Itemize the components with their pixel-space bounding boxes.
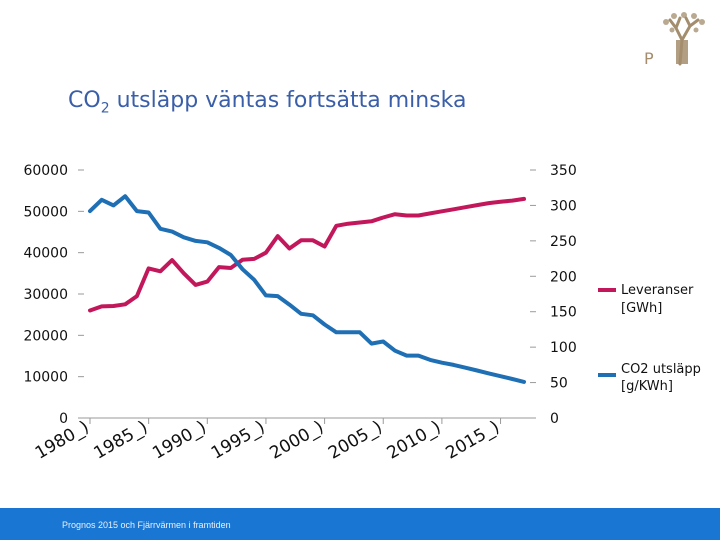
logo-letter: P <box>644 49 654 66</box>
x-axis-ticks: 1980_)1985_)1990_)1995_)2000_)2005_)2010… <box>32 417 503 464</box>
right-tick-label: 200 <box>550 269 577 285</box>
right-tick-label: 300 <box>550 198 577 214</box>
legend: Leveranser [GWh] CO2 utsläpp [g/KWh] <box>598 283 701 394</box>
x-tick-label: 2010_) <box>384 417 445 464</box>
series-line-leveranser <box>88 196 526 313</box>
series-line-co2 <box>88 194 526 384</box>
x-tick-label: 2005_) <box>325 417 386 464</box>
title-co: CO <box>68 88 101 113</box>
title-rest: utsläpp väntas fortsätta minska <box>109 88 467 113</box>
legend-label-co2-line1: CO2 utsläpp <box>621 362 701 377</box>
left-tick-label: 0 <box>59 411 68 427</box>
right-tick-label: 100 <box>550 340 577 356</box>
legend-label-leveranser-line1: Leveranser <box>621 283 694 298</box>
x-tick-label: 2000_) <box>267 417 328 464</box>
series-layer <box>88 194 526 384</box>
right-tick-label: 0 <box>550 411 559 427</box>
right-tick-label: 150 <box>550 305 577 321</box>
right-axis-ticks: 0 50 100 150 200 250 300 350 <box>530 163 577 427</box>
right-tick-label: 50 <box>550 376 568 392</box>
left-tick-label: 40000 <box>23 246 68 262</box>
left-tick-label: 10000 <box>23 370 68 386</box>
right-tick-label: 250 <box>550 234 577 250</box>
left-tick-label: 30000 <box>23 287 68 303</box>
left-axis-ticks: 0 10000 20000 30000 40000 50000 60000 <box>23 163 84 427</box>
tree-logo-icon: P <box>644 12 705 66</box>
title-subscript: 2 <box>100 100 110 117</box>
x-tick-label: 1990_) <box>149 417 210 464</box>
x-tick-label: 2015_) <box>442 417 503 464</box>
right-tick-label: 350 <box>550 163 577 179</box>
left-tick-label: 60000 <box>23 163 68 179</box>
x-tick-label: 1995_) <box>208 417 269 464</box>
footer-bar <box>0 508 720 540</box>
left-tick-label: 20000 <box>23 328 68 344</box>
legend-label-leveranser-line2: [GWh] <box>621 301 662 316</box>
x-tick-label: 1985_) <box>91 417 152 464</box>
footer-caption: Prognos 2015 och Fjärrvärmen i framtiden <box>62 520 231 530</box>
chart-title: CO2 utsläpp väntas fortsätta minska <box>68 88 467 116</box>
left-tick-label: 50000 <box>23 204 68 220</box>
legend-label-co2-line2: [g/KWh] <box>621 379 673 394</box>
